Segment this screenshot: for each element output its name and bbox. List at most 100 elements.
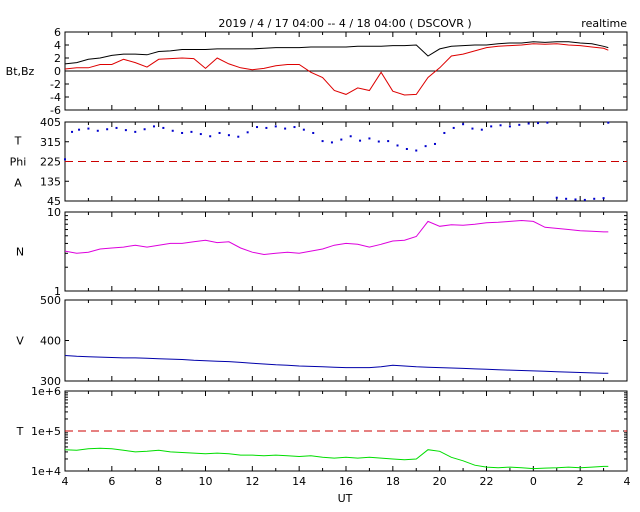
x-tick-label: 16 <box>339 475 353 488</box>
data-point <box>443 131 446 134</box>
x-tick-label: 0 <box>530 475 537 488</box>
data-point <box>349 135 352 138</box>
x-axis: 4 6 8 10 12 14 16 18 20 22 0 2 4 <box>62 475 631 488</box>
data-point <box>471 127 474 130</box>
panel-5: 1e+6 1e+5 1e+4 T <box>16 385 628 478</box>
x-tick-label: 22 <box>480 475 494 488</box>
data-point <box>377 140 380 143</box>
x-tick-label: 14 <box>292 475 306 488</box>
data-point <box>368 137 371 140</box>
data-point <box>106 128 109 131</box>
x-tick-label: 10 <box>199 475 213 488</box>
data-point <box>143 128 146 131</box>
data-point <box>274 125 277 128</box>
series-line-bz <box>64 43 609 96</box>
data-point <box>302 128 305 131</box>
data-point <box>452 126 455 129</box>
panel-4: 500 400 300 V <box>16 294 628 388</box>
x-tick-label: 2 <box>577 475 584 488</box>
data-point <box>415 149 418 152</box>
realtime-label: realtime <box>581 17 627 30</box>
y-tick-label: 0 <box>54 65 61 78</box>
panel-3: 10 1 N <box>16 206 628 298</box>
data-point <box>71 130 74 133</box>
y-tick-label: 4 <box>54 39 61 52</box>
data-point <box>293 126 296 129</box>
y-tick-label: 405 <box>40 116 61 129</box>
y-tick-label: 45 <box>47 195 61 208</box>
y-axis-label: T <box>16 425 24 438</box>
data-point <box>462 123 465 126</box>
y-tick-label: 400 <box>40 335 61 348</box>
data-point <box>321 140 324 143</box>
data-point <box>405 147 408 150</box>
data-point <box>265 126 268 129</box>
data-point <box>237 135 240 138</box>
data-point <box>78 128 81 131</box>
x-tick-label: 6 <box>108 475 115 488</box>
data-point <box>199 133 202 136</box>
x-tick-label: 4 <box>62 475 69 488</box>
data-point <box>64 158 66 161</box>
data-point <box>480 128 483 131</box>
x-axis-label: UT <box>338 492 353 505</box>
data-point <box>190 130 193 133</box>
data-point <box>527 122 530 125</box>
data-point <box>87 127 90 130</box>
data-point <box>424 145 427 148</box>
data-point <box>124 129 127 132</box>
data-point <box>546 121 549 124</box>
data-point <box>96 129 99 132</box>
series-line-bt <box>64 41 609 65</box>
x-tick-label: 4 <box>624 475 631 488</box>
x-tick-label: 8 <box>155 475 162 488</box>
data-point <box>433 142 436 145</box>
panel-2: 405 315 225 135 45 T Phi A <box>10 116 628 208</box>
chart-title: 2019 / 4 / 17 04:00 -- 4 / 18 04:00 ( DS… <box>218 17 471 30</box>
data-point <box>387 140 390 143</box>
data-point <box>583 198 586 201</box>
data-point <box>602 197 605 200</box>
data-point <box>607 121 610 124</box>
panel-frame <box>64 299 628 382</box>
data-point <box>134 130 137 133</box>
y-tick-label: 225 <box>40 156 61 169</box>
data-point <box>565 197 568 200</box>
data-point <box>181 131 184 134</box>
data-point <box>152 125 155 128</box>
panel-frame <box>64 211 628 292</box>
data-point <box>396 144 399 147</box>
y-tick-label: 315 <box>40 136 61 149</box>
y-tick-label: 1 <box>54 285 61 298</box>
y-tick-label: 1e+4 <box>31 465 61 478</box>
data-point <box>209 135 212 138</box>
data-point <box>284 127 287 130</box>
y-axis-label: Phi <box>10 156 27 169</box>
y-tick-label: 500 <box>40 294 61 307</box>
series-line <box>64 355 609 374</box>
data-point <box>171 129 174 132</box>
y-tick-label: -6 <box>50 104 61 117</box>
data-point <box>359 139 362 142</box>
data-point <box>312 131 315 134</box>
x-tick-label: 20 <box>433 475 447 488</box>
y-tick-label: 10 <box>47 206 61 219</box>
data-point <box>518 123 521 126</box>
data-point <box>574 198 577 201</box>
data-point <box>330 141 333 144</box>
y-tick-label: 2 <box>54 52 61 65</box>
series-line <box>64 447 609 470</box>
x-tick-label: 12 <box>245 475 259 488</box>
data-point <box>218 131 221 134</box>
data-point <box>555 196 558 199</box>
data-point <box>227 134 230 137</box>
y-tick-label: -4 <box>50 91 61 104</box>
data-point <box>499 124 502 127</box>
data-point <box>537 122 540 125</box>
y-axis-label: N <box>16 246 24 259</box>
y-axis-label: T <box>14 135 22 148</box>
data-point <box>162 126 165 129</box>
